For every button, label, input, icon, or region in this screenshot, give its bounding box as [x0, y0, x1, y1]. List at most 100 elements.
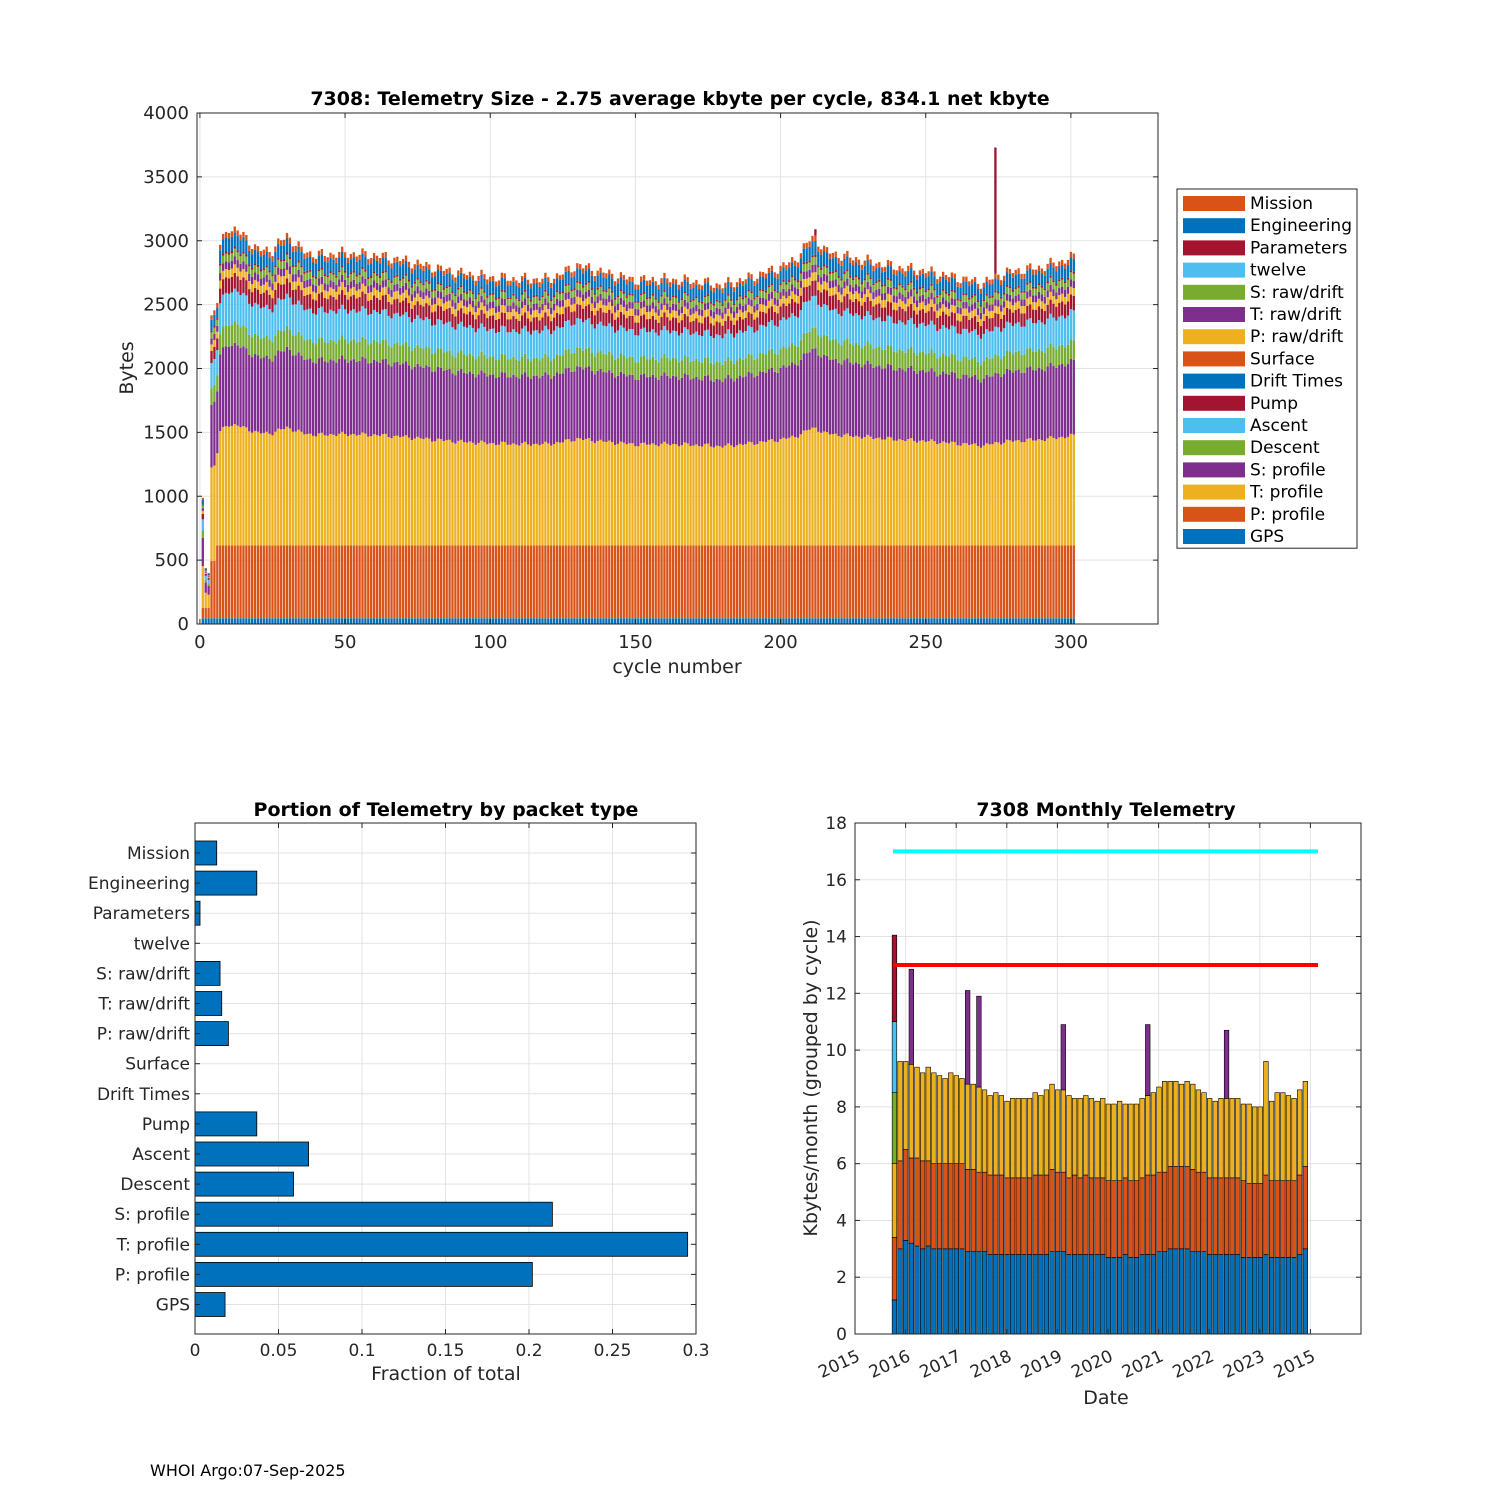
- bar-segment: [323, 274, 326, 277]
- x-axis-label: cycle number: [612, 656, 741, 678]
- legend-item: S: profile: [1183, 460, 1326, 480]
- bar-segment: [1069, 433, 1073, 546]
- bar-segment: [642, 307, 646, 315]
- bar-segment: [866, 618, 869, 624]
- bar-segment: [843, 310, 846, 341]
- bar-segment: [576, 545, 579, 619]
- bar-segment: [791, 362, 794, 436]
- bar-segment: [552, 545, 556, 619]
- x-tick-label: 0.2: [515, 1341, 542, 1361]
- bar-segment: [744, 444, 747, 546]
- bar-segment: [1004, 1100, 1010, 1179]
- bar-segment: [991, 331, 994, 359]
- bar-segment: [378, 277, 382, 286]
- bar-segment: [486, 304, 489, 311]
- bar-segment: [253, 430, 257, 546]
- bar-segment: [747, 277, 750, 290]
- bar-segment: [709, 446, 713, 546]
- cycle-bar: [933, 271, 936, 624]
- bar-segment: [550, 334, 553, 362]
- bar-segment: [997, 279, 1000, 292]
- bar-segment: [230, 425, 234, 546]
- bar-segment: [724, 545, 727, 619]
- bar-segment: [1066, 265, 1070, 278]
- bar-segment: [891, 934, 898, 1023]
- bar-segment: [750, 313, 753, 327]
- bar-segment: [570, 545, 573, 619]
- bar-segment: [997, 274, 1000, 280]
- bar-segment: [335, 275, 338, 278]
- bar-segment: [931, 1072, 937, 1164]
- bar-segment: [1043, 288, 1046, 291]
- cycle-bar: [791, 257, 794, 624]
- bar-segment: [1235, 1177, 1241, 1255]
- bar-segment: [931, 1163, 937, 1250]
- bar-segment: [251, 618, 254, 624]
- bar-segment: [1061, 301, 1064, 316]
- bar-segment: [976, 334, 980, 362]
- bar-segment: [367, 293, 370, 301]
- bar-segment: [750, 373, 753, 443]
- cycle-bar: [512, 277, 515, 624]
- bar-segment: [207, 608, 210, 619]
- bar-segment: [1069, 339, 1073, 359]
- bar-segment: [727, 443, 730, 546]
- bar-segment: [242, 253, 245, 262]
- bar-segment: [965, 293, 968, 296]
- bar-segment: [465, 275, 469, 280]
- bar-segment: [352, 252, 355, 258]
- bar-segment: [608, 323, 611, 352]
- bar-segment: [262, 270, 265, 278]
- month-bar: [1195, 1089, 1202, 1335]
- bar-segment: [570, 272, 573, 278]
- cycle-bar: [523, 272, 527, 624]
- bar-segment: [959, 361, 962, 379]
- bar-segment: [564, 321, 567, 350]
- bar-segment: [921, 286, 924, 289]
- bar-segment: [634, 284, 637, 290]
- bar-segment: [756, 545, 759, 619]
- bar-segment: [834, 308, 837, 340]
- bar-segment: [695, 331, 698, 359]
- bar-segment: [396, 290, 399, 299]
- bar-segment: [741, 305, 744, 313]
- bar-segment: [910, 282, 913, 290]
- bar-segment: [221, 545, 225, 619]
- bar-segment: [584, 367, 588, 439]
- bar-segment: [535, 443, 538, 546]
- bar-segment: [1122, 1177, 1128, 1255]
- bar-segment: [973, 374, 977, 444]
- bar-segment: [637, 315, 640, 323]
- bar-segment: [442, 441, 445, 546]
- cycle-bar: [985, 276, 988, 624]
- bar-segment: [532, 295, 535, 298]
- month-bar: [1105, 1103, 1111, 1335]
- bar-segment: [1017, 369, 1020, 441]
- bar-segment: [851, 294, 855, 302]
- bar-segment: [538, 333, 541, 361]
- bar-segment: [619, 304, 623, 312]
- bar-segment: [343, 309, 347, 340]
- bar-segment: [372, 618, 376, 624]
- bar-segment: [898, 545, 901, 619]
- bar-segment: [1116, 1180, 1123, 1258]
- y-tick-label: 3500: [143, 167, 189, 188]
- bar-segment: [998, 1095, 1005, 1176]
- bar-segment: [947, 277, 951, 282]
- bar-segment: [1046, 545, 1049, 619]
- bar-segment: [738, 545, 742, 619]
- legend-swatch: [1183, 418, 1245, 433]
- bar-segment: [1037, 265, 1041, 271]
- bar-segment: [683, 299, 686, 307]
- bar-segment: [988, 296, 991, 299]
- bar-segment: [497, 305, 501, 312]
- bar-segment: [480, 351, 483, 371]
- bar-segment: [1100, 1177, 1106, 1255]
- bar-segment: [346, 277, 350, 285]
- bar-segment: [1002, 618, 1006, 624]
- bar-segment: [857, 259, 861, 265]
- bar-segment: [428, 305, 431, 320]
- bar-segment: [767, 545, 771, 619]
- bar-segment: [814, 427, 817, 546]
- bar-segment: [384, 358, 387, 434]
